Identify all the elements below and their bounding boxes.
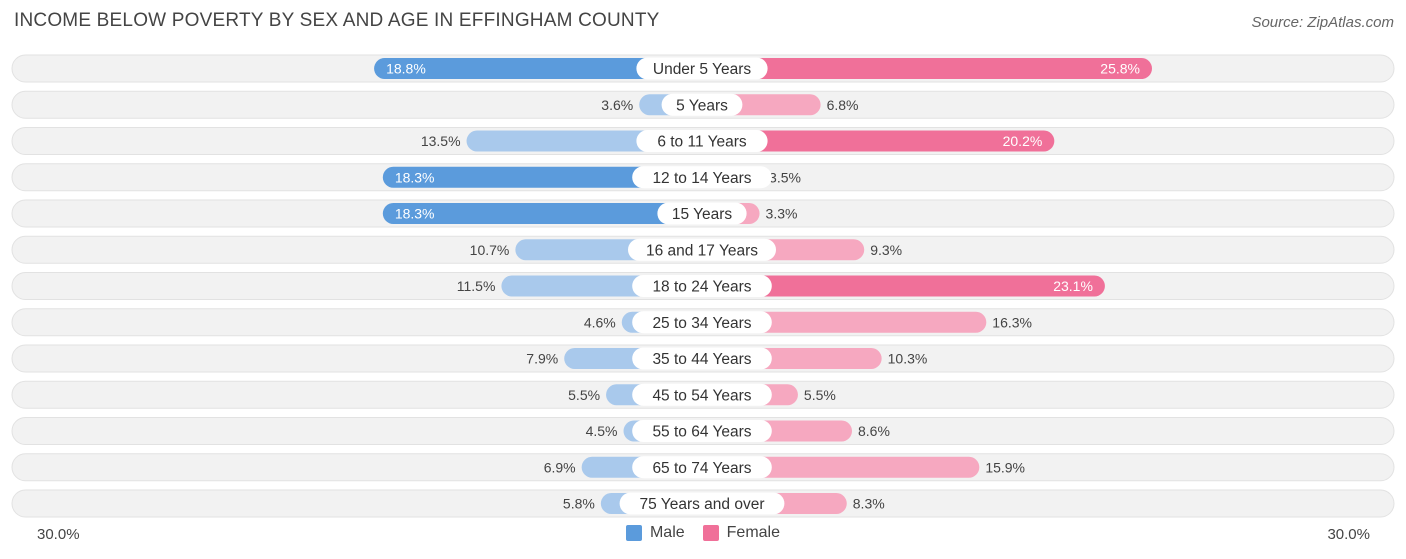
category-label: 18 to 24 Years	[652, 279, 751, 296]
male-value-label: 11.5%	[457, 278, 496, 294]
legend-swatch-male	[625, 525, 642, 541]
source-label: Source: ZipAtlas.com	[1251, 14, 1394, 31]
category-label: 16 and 17 Years	[646, 242, 758, 259]
axis-right-label: 30.0%	[1327, 526, 1370, 543]
male-value-label: 6.9%	[544, 459, 576, 475]
male-value-label: 5.5%	[568, 387, 600, 403]
female-value-label: 8.6%	[858, 423, 890, 439]
category-label-background	[628, 238, 776, 261]
male-value-label: 4.5%	[586, 423, 618, 439]
female-value-label: 16.3%	[992, 314, 1032, 330]
male-value-label: 18.8%	[386, 61, 426, 77]
legend-label-female: Female	[726, 524, 781, 541]
male-value-label: 4.6%	[584, 314, 616, 330]
male-value-label: 7.9%	[526, 351, 558, 367]
female-value-label: 9.3%	[870, 242, 902, 258]
female-value-label: 6.8%	[827, 97, 859, 113]
legend: Male Female	[0, 524, 1406, 542]
category-label-background	[632, 420, 772, 442]
male-bar	[374, 58, 702, 79]
category-label: 12 to 14 Years	[652, 170, 751, 187]
category-label-background	[632, 347, 772, 370]
category-label-background	[661, 93, 743, 116]
female-bar	[702, 130, 1055, 152]
female-value-label: 3.3%	[766, 206, 798, 222]
male-value-label: 5.8%	[563, 496, 595, 512]
category-label: 75 Years and over	[640, 496, 765, 513]
category-label: 45 to 54 Years	[652, 387, 751, 404]
category-label-background	[636, 130, 768, 152]
category-label-background	[636, 57, 768, 80]
category-label: 5 Years	[676, 97, 728, 114]
category-label: 55 to 64 Years	[652, 424, 751, 441]
male-bar	[382, 166, 702, 188]
male-value-label: 3.6%	[601, 97, 633, 113]
female-value-label: 15.9%	[985, 459, 1025, 475]
female-value-label: 23.1%	[1053, 278, 1093, 294]
category-label: 15 Years	[672, 206, 733, 223]
female-value-label: 5.5%	[804, 387, 836, 403]
category-label-background	[632, 456, 772, 479]
female-value-label: 8.3%	[853, 496, 885, 512]
female-bar	[702, 58, 1152, 79]
male-value-label: 18.3%	[395, 206, 435, 222]
female-bar	[702, 456, 980, 478]
male-value-label: 10.7%	[470, 242, 510, 258]
category-label-background	[632, 383, 772, 406]
chart-title: INCOME BELOW POVERTY BY SEX AND AGE IN E…	[14, 10, 660, 31]
category-label-background	[632, 275, 772, 297]
legend-swatch-female	[702, 525, 719, 541]
male-value-label: 13.5%	[421, 133, 461, 149]
category-label: 25 to 34 Years	[652, 315, 751, 332]
legend-item-female[interactable]: Female	[702, 524, 781, 542]
legend-label-male: Male	[649, 524, 685, 541]
axis-left-label: 30.0%	[37, 526, 80, 543]
category-label-background	[632, 311, 772, 334]
male-value-label: 18.3%	[395, 169, 435, 185]
category-label: Under 5 Years	[653, 61, 751, 78]
category-label: 65 to 74 Years	[652, 460, 751, 477]
category-label: 6 to 11 Years	[657, 134, 747, 151]
category-label-background	[619, 492, 785, 515]
female-value-label: 25.8%	[1100, 61, 1140, 77]
category-label: 35 to 44 Years	[652, 351, 751, 368]
female-value-label: 10.3%	[888, 351, 928, 367]
female-value-label: 20.2%	[1003, 133, 1043, 149]
female-value-label: 3.5%	[769, 169, 801, 185]
category-label-background	[632, 166, 772, 189]
legend-item-male[interactable]: Male	[625, 524, 685, 542]
female-bar	[702, 275, 1105, 297]
male-bar	[382, 203, 702, 224]
category-label-background	[657, 202, 747, 225]
female-bar	[702, 311, 987, 333]
